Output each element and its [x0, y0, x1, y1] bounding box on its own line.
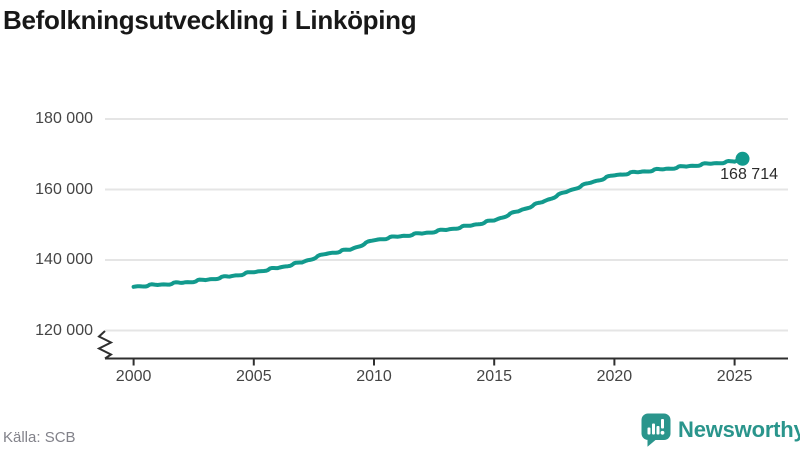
end-point-dot [735, 151, 750, 166]
newsworthy-logo-text: Newsworthy [678, 417, 800, 442]
y-axis-label: 180 000 [35, 110, 93, 127]
axis-break-icon [96, 330, 114, 360]
x-axis-label: 2005 [236, 368, 272, 385]
page-title: Befolkningsutveckling i Linköping [3, 5, 417, 35]
source-label: Källa: SCB [3, 429, 76, 446]
y-axis-label: 140 000 [35, 251, 93, 268]
x-axis-label: 2015 [476, 368, 512, 385]
x-axis-label: 2020 [596, 368, 633, 385]
bar-chart-glyph [647, 419, 665, 435]
end-value-label: 168 714 [720, 166, 778, 183]
x-axis-label: 2000 [115, 368, 152, 385]
y-axis-label: 160 000 [35, 180, 93, 198]
x-axis-label: 2025 [716, 368, 753, 385]
x-axis-label: 2010 [356, 368, 392, 385]
newsworthy-logo: Newsworthy [641, 413, 800, 447]
newsworthy-bubble-chart-icon [641, 413, 671, 447]
y-axis-label: 120 000 [35, 321, 93, 339]
population-line [131, 156, 745, 289]
